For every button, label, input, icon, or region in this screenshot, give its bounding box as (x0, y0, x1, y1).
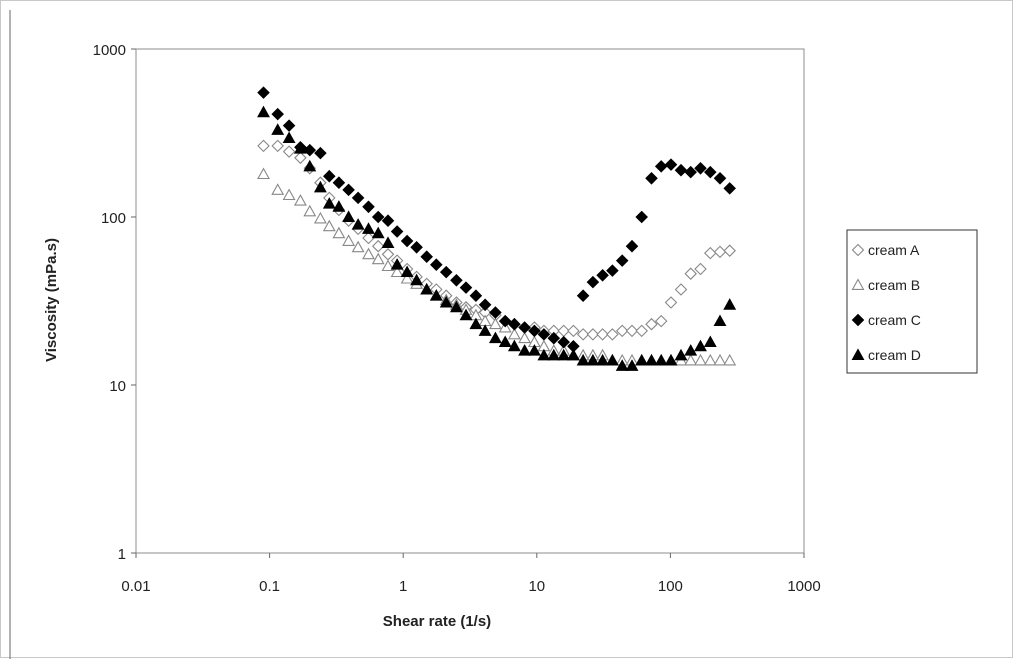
legend: cream A cream B cream C cream D (847, 230, 977, 373)
x-axis-title: Shear rate (1/s) (383, 613, 491, 630)
legend-label: cream C (868, 312, 921, 328)
legend-label: cream A (868, 242, 920, 258)
x-tick-label: 0.01 (121, 578, 150, 595)
y-tick-label: 10 (109, 378, 126, 395)
plot-area (136, 49, 804, 553)
y-axis-title: Viscosity (mPa.s) (43, 238, 60, 362)
x-tick-label: 1000 (787, 578, 820, 595)
legend-label: cream D (868, 347, 921, 363)
x-tick-label: 100 (658, 578, 683, 595)
x-tick-label: 10 (528, 578, 545, 595)
plot-area-border (136, 49, 804, 553)
y-tick-label: 100 (101, 210, 126, 227)
legend-label: cream B (868, 277, 920, 293)
y-tick-label: 1000 (93, 42, 126, 59)
x-tick-label: 0.1 (259, 578, 280, 595)
x-tick-label: 1 (399, 578, 407, 595)
y-tick-label: 1 (118, 546, 126, 563)
